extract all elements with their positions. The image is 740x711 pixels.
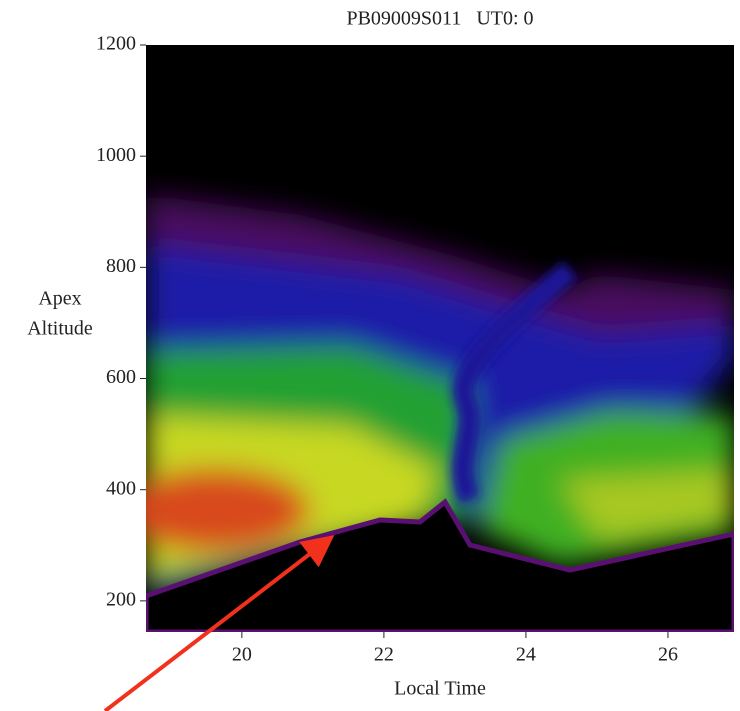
y-axis-label: Apex bbox=[38, 288, 81, 310]
heatmap-field bbox=[146, 45, 734, 632]
y-tick-label: 800 bbox=[106, 255, 136, 277]
y-tick-label: 1000 bbox=[96, 144, 136, 166]
x-tick-label: 22 bbox=[374, 644, 394, 666]
y-tick-label: 1200 bbox=[96, 33, 136, 55]
y-tick-label: 200 bbox=[106, 588, 136, 610]
x-tick-label: 20 bbox=[232, 644, 252, 666]
annotation-arrow bbox=[103, 535, 335, 711]
x-tick-label: 26 bbox=[658, 644, 678, 666]
y-tick-label: 400 bbox=[106, 477, 136, 499]
y-tick-label: 600 bbox=[106, 366, 136, 388]
x-axis-label: Local Time bbox=[394, 678, 486, 700]
x-tick-label: 24 bbox=[516, 644, 536, 666]
y-axis-label: Altitude bbox=[27, 318, 93, 340]
chart-title: PB09009S011 UT0: 0 bbox=[346, 8, 533, 30]
